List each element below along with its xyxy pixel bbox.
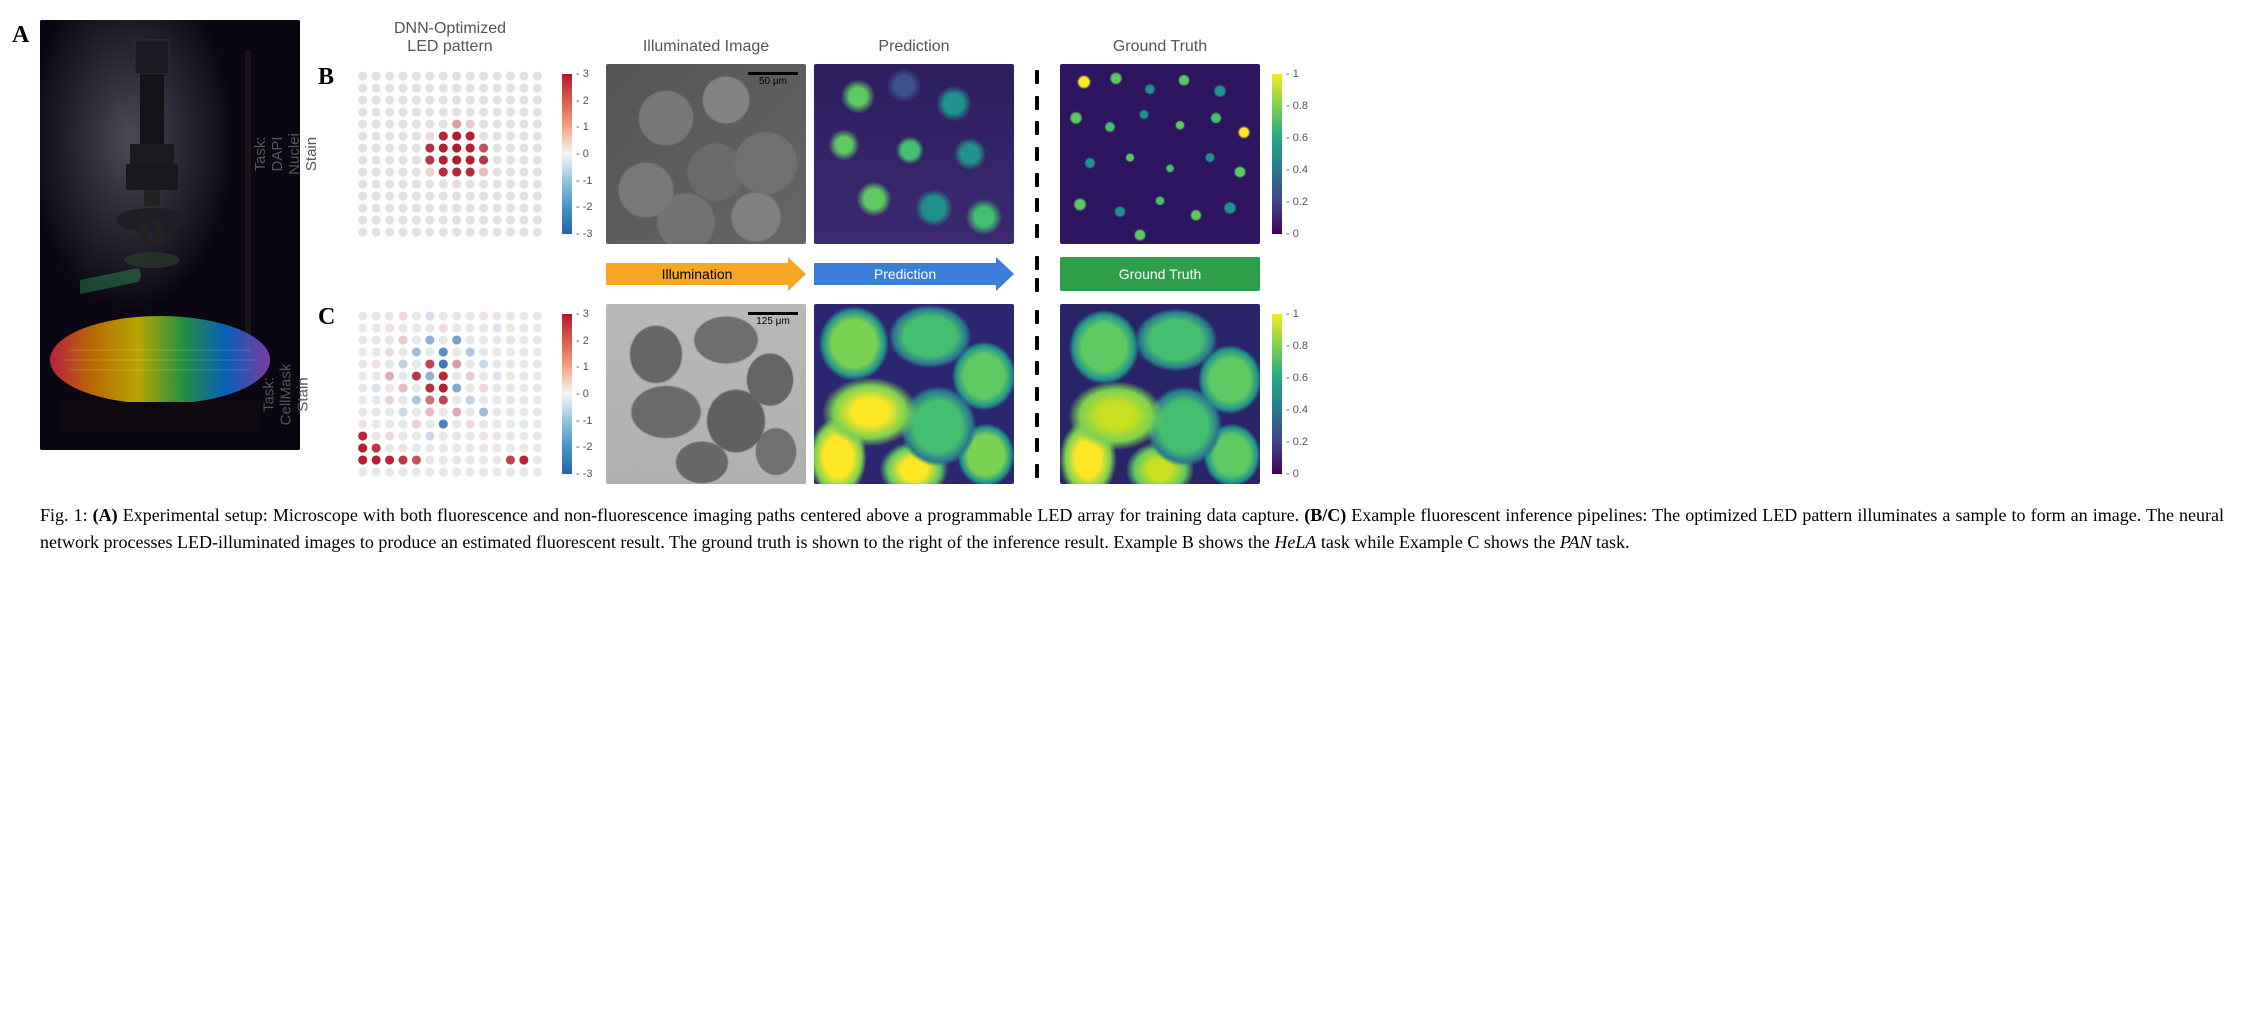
vertical-divider-b bbox=[1022, 64, 1052, 244]
row-c-label: C bbox=[318, 304, 342, 331]
header-led: DNN-Optimized LED pattern bbox=[350, 20, 550, 56]
row-b-label: B bbox=[318, 64, 342, 91]
header-illuminated: Illuminated Image bbox=[606, 38, 806, 56]
vertical-divider-c bbox=[1022, 304, 1052, 484]
caption-a-label: (A) bbox=[93, 505, 118, 525]
figure-1: A bbox=[40, 20, 2224, 484]
caption-a-text: Experimental setup: Microscope with both… bbox=[118, 505, 1305, 525]
caption-pan: PAN bbox=[1560, 532, 1592, 552]
ground-truth-image-b bbox=[1060, 64, 1260, 244]
arrow-prediction: Prediction bbox=[814, 257, 1014, 291]
vertical-divider-mid bbox=[1022, 252, 1052, 296]
ground-truth-badge: Ground Truth bbox=[1060, 257, 1260, 291]
header-ground-truth: Ground Truth bbox=[1060, 38, 1260, 56]
arrow-illumination: Illumination bbox=[606, 257, 806, 291]
row-c-ylabel: Task: CellMask Stain bbox=[261, 363, 312, 425]
panel-bc-container: DNN-Optimized LED pattern Illuminated Im… bbox=[318, 20, 2224, 484]
row-b: Task: DAPI Nuclei Stain B - 3- 2- 1- 0- … bbox=[318, 64, 2224, 244]
led-grid-c bbox=[350, 304, 550, 484]
column-headers: DNN-Optimized LED pattern Illuminated Im… bbox=[318, 20, 2224, 56]
led-colorbar-c: - 3- 2- 1- 0- -1- -2- -3 bbox=[558, 304, 598, 484]
illuminated-image-c: 125 μm bbox=[606, 304, 806, 484]
figure-caption: Fig. 1: (A) Experimental setup: Microsco… bbox=[40, 502, 2224, 556]
row-c: Task: CellMask Stain C - 3- 2- 1- 0- -1-… bbox=[318, 304, 2224, 484]
header-prediction: Prediction bbox=[814, 38, 1014, 56]
prediction-image-c bbox=[814, 304, 1014, 484]
led-colorbar-b: - 3- 2- 1- 0- -1- -2- -3 bbox=[558, 64, 598, 244]
scalebar-c: 125 μm bbox=[748, 312, 798, 327]
gt-colorbar-b: - 1- 0.8- 0.6- 0.4- 0.2- 0 bbox=[1268, 64, 1308, 244]
row-b-ylabel: Task: DAPI Nuclei Stain bbox=[252, 124, 320, 184]
prediction-image-b bbox=[814, 64, 1014, 244]
illuminated-image-b: 50 μm bbox=[606, 64, 806, 244]
panel-a-label: A bbox=[12, 22, 29, 49]
caption-end: task. bbox=[1592, 532, 1630, 552]
ground-truth-image-c bbox=[1060, 304, 1260, 484]
gt-colorbar-c: - 1- 0.8- 0.6- 0.4- 0.2- 0 bbox=[1268, 304, 1308, 484]
arrow-row: Illumination Prediction Ground Truth bbox=[318, 252, 2224, 296]
caption-bc-label: (B/C) bbox=[1304, 505, 1346, 525]
caption-mid: task while Example C shows the bbox=[1316, 532, 1559, 552]
led-grid-b bbox=[350, 64, 550, 244]
scalebar-b: 50 μm bbox=[748, 72, 798, 87]
caption-fignum: Fig. 1: bbox=[40, 505, 88, 525]
caption-hela: HeLA bbox=[1274, 532, 1316, 552]
